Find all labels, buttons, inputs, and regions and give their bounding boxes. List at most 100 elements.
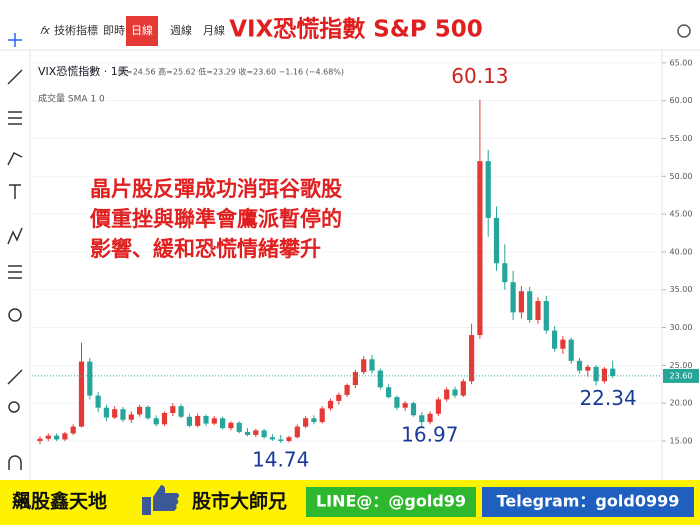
candle-body <box>518 291 524 313</box>
candle-body <box>95 395 101 408</box>
candle-body <box>610 368 616 376</box>
text-tool[interactable] <box>9 184 21 199</box>
candle-body <box>261 430 267 438</box>
value-callout: 60.13 <box>451 64 508 88</box>
y-tick-label: 45.00 <box>670 210 693 219</box>
candle-body <box>220 418 226 429</box>
value-callout: 22.34 <box>579 386 636 410</box>
candle-body <box>527 291 533 320</box>
candle-body <box>62 433 68 440</box>
candle-body <box>510 282 516 313</box>
candle-body <box>269 437 275 440</box>
candle-body <box>186 416 192 426</box>
candle-body <box>344 385 350 395</box>
candle-body <box>37 438 43 441</box>
y-tick-label: 25.00 <box>670 361 693 370</box>
zoom-tool[interactable] <box>8 401 20 413</box>
price-tag <box>663 368 699 383</box>
candle-body <box>286 437 292 441</box>
candle-body <box>303 418 309 427</box>
magnet-tool[interactable] <box>8 455 22 470</box>
fib-tool[interactable] <box>8 111 22 125</box>
candle-body <box>153 418 159 425</box>
chart-title: VIX恐慌指數 S&P 500 <box>229 17 483 43</box>
candle-body <box>444 389 450 400</box>
y-tick-label: 15.00 <box>670 436 693 445</box>
candle-body <box>410 403 417 416</box>
candle-body <box>535 301 541 320</box>
candle-body <box>576 360 583 371</box>
candle-body <box>294 426 300 438</box>
y-tick-label: 60.00 <box>670 96 693 105</box>
settings-icon[interactable] <box>677 24 691 38</box>
candle-body <box>469 335 475 382</box>
candle-body <box>319 408 325 423</box>
emoji-tool[interactable] <box>8 308 22 322</box>
banner-brand: 飆股鑫天地 <box>12 490 107 513</box>
candle-body <box>460 381 466 396</box>
indicator-button[interactable]: 技術指標 <box>54 23 98 37</box>
interval-active-bg <box>126 16 158 46</box>
candle-body <box>128 414 134 420</box>
volume-label: 成交量 SMA 1 0 <box>38 93 105 105</box>
candle-body <box>568 339 574 361</box>
candle-body <box>78 361 85 427</box>
candle-body <box>120 409 126 420</box>
y-tick-label: 55.00 <box>670 134 693 143</box>
candle-body <box>87 361 93 396</box>
line-box <box>306 487 476 517</box>
symbol-label: VIX恐慌指數 · 1天 <box>38 64 129 78</box>
candle-body <box>203 416 209 424</box>
candle-body <box>427 413 433 423</box>
ruler-tool[interactable] <box>7 369 23 385</box>
candle-body <box>228 422 234 429</box>
candle-body <box>560 339 566 349</box>
candle-body <box>419 415 425 423</box>
interval-button[interactable]: 即時 <box>103 24 125 37</box>
brush-tool[interactable] <box>7 151 23 166</box>
drawing-tools <box>7 33 23 470</box>
crosshair-tool[interactable] <box>8 33 22 47</box>
candle-body <box>543 301 549 331</box>
candle-body <box>327 400 334 409</box>
candle-body <box>103 407 109 418</box>
candle-body <box>377 370 383 388</box>
annotation: 晶片股反彈成功消弭谷歌股 價重挫與聯準會鷹派暫停的 影響、緩和恐慌情緒攀升 <box>89 177 342 261</box>
measure-tool[interactable] <box>8 265 22 279</box>
candle-body <box>70 426 76 434</box>
candle-body <box>211 418 217 424</box>
candle-body <box>502 263 508 283</box>
candle-body <box>145 406 151 419</box>
candle-body <box>394 397 400 408</box>
y-tick-label: 40.00 <box>670 247 693 256</box>
y-tick-label: 65.00 <box>670 58 693 67</box>
candle-body <box>386 387 392 398</box>
banner-brand: 股市大師兄 <box>192 490 287 513</box>
candle-body <box>195 416 201 426</box>
thumbs-up-icon <box>142 485 179 515</box>
value-callout: 16.97 <box>401 423 458 447</box>
line-tool[interactable] <box>7 69 23 85</box>
candle-body <box>278 439 284 441</box>
candle-body <box>477 161 483 336</box>
interval-button[interactable]: 日線 <box>131 23 153 37</box>
candle-body <box>552 330 558 349</box>
ohlc-legend: 開=24.56 高=25.62 低=23.29 收=23.60 −1.16 (−… <box>118 67 344 77</box>
interval-button[interactable]: 週線 <box>170 23 192 37</box>
candle-body <box>369 359 375 371</box>
candle-body <box>452 389 458 396</box>
candle-body <box>593 366 599 382</box>
pattern-tool[interactable] <box>7 227 23 245</box>
candle-body <box>585 366 591 371</box>
candle-body <box>45 435 51 439</box>
candle-body <box>361 359 367 373</box>
candle-body <box>236 422 242 432</box>
annotation-line: 晶片股反彈成功消弭谷歌股 <box>90 177 342 201</box>
annotation-line: 價重挫與聯準會鷹派暫停的 <box>89 207 342 231</box>
candle-body <box>161 412 168 425</box>
interval-button[interactable]: 月線 <box>203 23 225 37</box>
candle-body <box>244 431 251 435</box>
fx-icon: 𝑓x <box>40 24 50 37</box>
